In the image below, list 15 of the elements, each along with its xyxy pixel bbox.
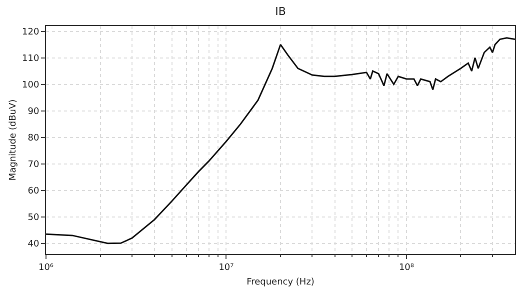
y-tick-label: 70 — [28, 160, 40, 170]
y-tick-label: 50 — [28, 213, 40, 224]
y-tick-label: 100 — [22, 80, 40, 90]
x-tick-label: 10⁶ — [38, 262, 54, 273]
x-tick-label: 10⁸ — [398, 262, 414, 273]
y-tick-label: 90 — [28, 106, 40, 117]
y-tick-label: 60 — [28, 186, 40, 197]
y-tick-label: 40 — [28, 240, 40, 250]
y-tick-label: 120 — [22, 27, 40, 38]
x-axis-title: Frequency (Hz) — [246, 278, 314, 288]
y-tick-label: 110 — [22, 54, 40, 64]
y-tick-label: 80 — [28, 134, 40, 144]
chart-title: IB — [275, 5, 286, 18]
y-axis-title: Magnitude (dBuV) — [8, 99, 18, 181]
x-tick-label: 10⁷ — [218, 262, 234, 273]
